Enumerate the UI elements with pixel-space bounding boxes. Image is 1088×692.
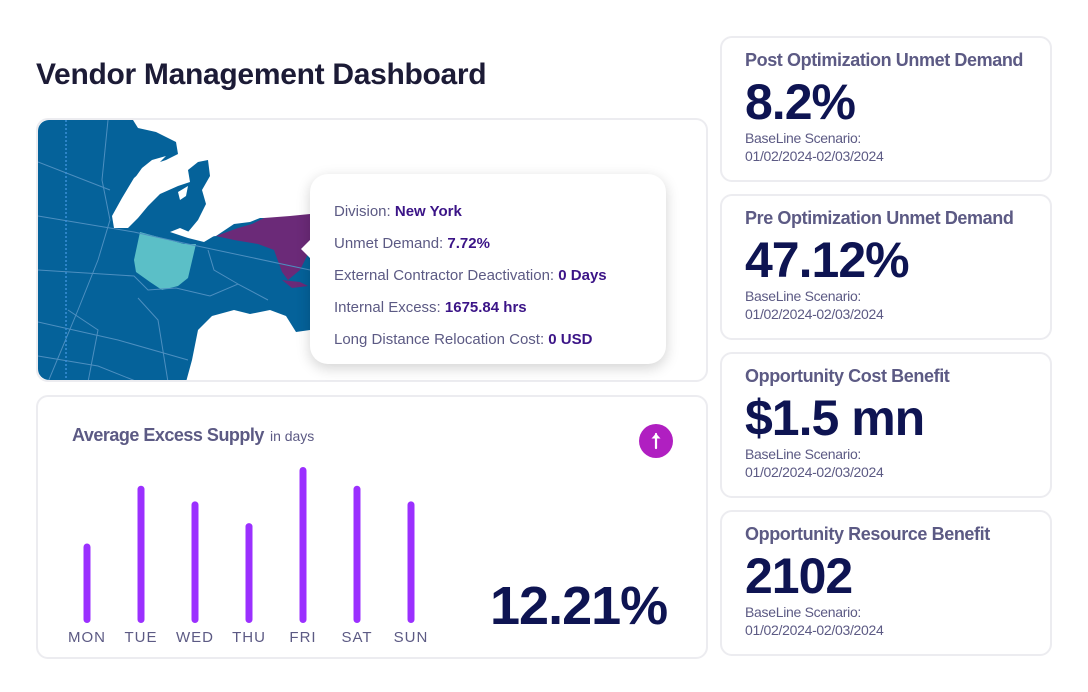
lake-michigan <box>126 156 166 216</box>
trend-up-button[interactable] <box>639 424 673 458</box>
tooltip-value: 1675.84 hrs <box>444 299 527 316</box>
x-tick-label-mon: MON <box>68 629 106 646</box>
chart-title-text: Average Excess Supply <box>72 425 264 445</box>
kpi-title: Post Optimization Unmet Demand <box>745 50 1024 70</box>
kpi-value: 8.2% <box>745 74 856 130</box>
x-tick-label-sun: SUN <box>394 629 429 646</box>
kpi-opportunity-resource-benefit: Opportunity Resource Benefit 2102 BaseLi… <box>720 510 1052 656</box>
tooltip-label: Unmet Demand: <box>334 235 444 252</box>
bar-tue[interactable] <box>137 485 145 623</box>
kpi-post-optimization-unmet-demand: Post Optimization Unmet Demand 8.2% Base… <box>720 36 1052 182</box>
kpi-date-range: 01/02/2024-02/03/2024 <box>745 464 884 480</box>
tooltip-value: New York <box>394 203 462 220</box>
x-tick-label-thu: THU <box>232 629 266 646</box>
map-container[interactable] <box>38 120 706 380</box>
kpi-date-range: 01/02/2024-02/03/2024 <box>745 306 884 322</box>
x-tick-label-fri: FRI <box>289 629 316 646</box>
x-tick-label-sat: SAT <box>341 629 372 646</box>
tooltip-label: External Contractor Deactivation: <box>334 267 555 284</box>
kpi-scenario-label: BaseLine Scenario: <box>745 604 862 620</box>
kpi-value: 47.12% <box>745 232 910 288</box>
state-new-york[interactable] <box>216 214 310 280</box>
state-ohio[interactable] <box>134 232 196 290</box>
tooltip-label: Division: <box>334 203 391 220</box>
kpi-scenario-label: BaseLine Scenario: <box>745 446 862 462</box>
kpi-title: Pre Optimization Unmet Demand <box>745 208 1014 228</box>
kpi-opportunity-cost-benefit: Opportunity Cost Benefit $1.5 mn BaseLin… <box>720 352 1052 498</box>
kpi-value: 2102 <box>745 548 853 604</box>
excess-supply-bar-chart: MON TUE WED THU FRI SAT SUN <box>68 467 429 646</box>
state-borders <box>38 120 311 380</box>
tooltip-row-unmet-demand: Unmet Demand: 7.72% <box>334 228 666 260</box>
tooltip-row-internal-excess: Internal Excess: 1675.84 hrs <box>334 292 666 324</box>
region-map[interactable] <box>38 120 706 380</box>
tooltip-label: Long Distance Relocation Cost: <box>334 331 545 348</box>
kpi-title: Opportunity Cost Benefit <box>745 366 950 386</box>
page-title: Vendor Management Dashboard <box>36 58 487 91</box>
kpi-value: $1.5 mn <box>745 390 925 446</box>
tooltip-value: 7.72% <box>447 235 490 252</box>
lake-erie-ontario <box>170 228 214 242</box>
bar-sat[interactable] <box>353 485 361 623</box>
kpi-scenario-label: BaseLine Scenario: <box>745 130 862 146</box>
bar-thu[interactable] <box>245 523 253 623</box>
tooltip-value: 0 USD <box>548 331 593 348</box>
arrow-up-icon <box>651 432 661 450</box>
tooltip-label: Internal Excess: <box>334 299 441 316</box>
bar-mon[interactable] <box>83 543 91 623</box>
kpi-title: Opportunity Resource Benefit <box>745 524 990 544</box>
tooltip-row-contractor-deactivation: External Contractor Deactivation: 0 Days <box>334 260 666 292</box>
kpi-pre-optimization-unmet-demand: Pre Optimization Unmet Demand 47.12% Bas… <box>720 194 1052 340</box>
kpi-scenario-label: BaseLine Scenario: <box>745 288 862 304</box>
tooltip-row-relocation-cost: Long Distance Relocation Cost: 0 USD <box>334 324 666 356</box>
lake-huron <box>178 186 188 200</box>
kpi-date-range: 01/02/2024-02/03/2024 <box>745 148 884 164</box>
bar-sun[interactable] <box>407 501 415 623</box>
long-island <box>282 280 308 288</box>
chart-title: Average Excess Supply in days <box>72 425 314 446</box>
x-tick-label-wed: WED <box>176 629 214 646</box>
chart-subtitle: in days <box>269 428 315 444</box>
excess-supply-card: Average Excess Supply in days MON TUE WED TH… <box>36 395 708 659</box>
bar-fri[interactable] <box>299 467 307 623</box>
bar-wed[interactable] <box>191 501 199 623</box>
map-card: Division: New York Unmet Demand: 7.72% E… <box>36 118 708 382</box>
x-tick-label-tue: TUE <box>125 629 158 646</box>
excess-supply-percentage: 12.21% <box>490 576 668 636</box>
kpi-date-range: 01/02/2024-02/03/2024 <box>745 622 884 638</box>
tooltip-row-division: Division: New York <box>334 196 666 228</box>
tooltip-value: 0 Days <box>558 267 607 284</box>
map-tooltip: Division: New York Unmet Demand: 7.72% E… <box>301 174 666 364</box>
